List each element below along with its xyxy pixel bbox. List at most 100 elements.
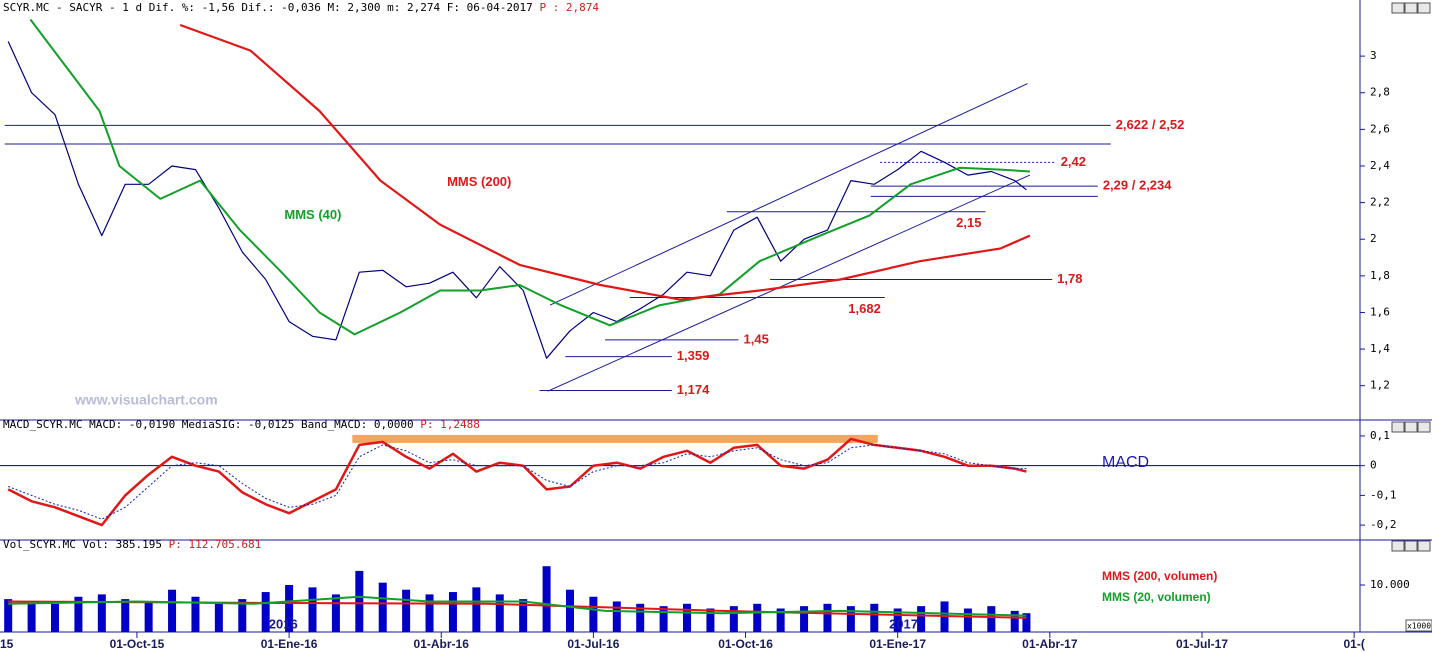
trend-line [547, 174, 1031, 392]
button-down[interactable] [1404, 540, 1418, 552]
volume-bar [191, 596, 200, 632]
volume-bar [729, 606, 738, 632]
level-label: 1,359 [677, 348, 710, 363]
volume-bar [238, 599, 247, 632]
volume-bar [870, 603, 879, 632]
volume-bar [636, 603, 645, 632]
level-label: 1,682 [848, 301, 881, 316]
panel-header: SCYR.MC - SACYR - 1 d Dif. %: -1,56 Dif.… [3, 1, 599, 14]
volume-bar [472, 587, 481, 632]
x-tick-label: 01-Jul-16 [567, 637, 619, 651]
volume-bar [823, 603, 832, 632]
volume-bar [917, 606, 926, 632]
window-buttons[interactable] [1391, 2, 1431, 552]
y-tick-label: 0 [1370, 459, 1377, 472]
y-tick-label: 10.000 [1370, 578, 1410, 591]
volume-bar [355, 570, 364, 632]
volume-bar [776, 608, 785, 632]
y-tick-label: 2,2 [1370, 196, 1390, 209]
volume-bar [800, 606, 809, 632]
level-label: 2,15 [956, 215, 981, 230]
y-tick-label: 1,6 [1370, 305, 1390, 318]
header-highlight: P : 2,874 [539, 1, 599, 14]
series-line [8, 444, 1027, 520]
series-line [179, 23, 1031, 301]
unit-label: x1000 [1407, 622, 1431, 631]
volume-bar [4, 599, 13, 632]
volume-bar [425, 594, 434, 632]
volume-bar [285, 585, 294, 632]
x-tick-label: 01-Ene-17 [869, 637, 926, 651]
x-tick-label: 01-Abr-16 [414, 637, 470, 651]
volume-bar [144, 601, 153, 632]
panel-header: MACD_SCYR.MC MACD: -0,0190 MediaSIG: -0,… [3, 418, 480, 431]
button-up[interactable] [1391, 2, 1405, 14]
header-highlight: P: 112.705.681 [169, 538, 262, 551]
level-label: 2,29 / 2,234 [1103, 178, 1172, 193]
y-tick-label: 2,4 [1370, 159, 1390, 172]
volume-bar [51, 603, 60, 632]
volume-bar [1010, 610, 1019, 632]
watermark: www.visualchart.com [74, 392, 218, 408]
panel-label: MACD [1102, 454, 1149, 471]
x-tick-label: 01-Jul-17 [1176, 637, 1228, 651]
header-text: MACD_SCYR.MC MACD: -0,0190 MediaSIG: -0,… [3, 418, 414, 431]
button-close[interactable] [1417, 540, 1431, 552]
volume-bar [402, 589, 411, 632]
volume-bar [612, 601, 621, 632]
volume-bar [846, 606, 855, 632]
volume-bar [589, 596, 598, 632]
y-tick-label: 0,1 [1370, 429, 1390, 442]
volume-bar [495, 594, 504, 632]
x-tick-label: 15 [0, 637, 14, 651]
x-tick-label: 01-Ene-16 [261, 637, 318, 651]
year-label: 2016 [269, 616, 298, 631]
y-tick-label: 1,4 [1370, 342, 1390, 355]
series-label: MMS (200) [447, 174, 511, 189]
button-close[interactable] [1417, 421, 1431, 433]
volume-bar [331, 594, 340, 632]
series-line [7, 41, 1027, 359]
button-down[interactable] [1404, 2, 1418, 14]
header-text: Vol_SCYR.MC Vol: 385.195 [3, 538, 162, 551]
button-up[interactable] [1391, 540, 1405, 552]
y-tick-label: 2,8 [1370, 86, 1390, 99]
volume-bar [659, 606, 668, 632]
level-label: 1,174 [677, 382, 710, 397]
unit-box [1405, 619, 1432, 632]
volume-bar [27, 601, 36, 632]
y-tick-label: 2 [1370, 232, 1377, 245]
volume-bar [706, 608, 715, 632]
panel-header: Vol_SCYR.MC Vol: 385.195 P: 112.705.681 [3, 538, 261, 551]
level-label: 2,42 [1061, 154, 1086, 169]
volume-bar [683, 603, 692, 632]
series-line [29, 18, 1030, 336]
y-tick-label: -0,2 [1370, 518, 1397, 531]
y-tick-label: 3 [1370, 49, 1377, 62]
y-tick-label: 1,2 [1370, 379, 1390, 392]
macd-band [352, 434, 878, 443]
volume-bar [378, 582, 387, 632]
volume-bar [308, 587, 317, 632]
volume-bar [97, 594, 106, 632]
button-down[interactable] [1404, 421, 1418, 433]
series-label: MMS (40) [284, 207, 341, 222]
volume-bar [987, 606, 996, 632]
x-tick-label: 01-Abr-17 [1022, 637, 1078, 651]
header-text: SCYR.MC - SACYR - 1 d Dif. %: -1,56 Dif.… [3, 1, 533, 14]
y-tick-label: -0,1 [1370, 488, 1397, 501]
y-tick-label: 2,6 [1370, 122, 1390, 135]
button-close[interactable] [1417, 2, 1431, 14]
button-up[interactable] [1391, 421, 1405, 433]
header-highlight: P: 1,2488 [420, 418, 480, 431]
x-tick-label: 01-Oct-15 [110, 637, 165, 651]
volume-bar [893, 608, 902, 632]
level-label: 1,78 [1057, 271, 1082, 286]
volume-bar [74, 596, 83, 632]
volume-bar [519, 599, 528, 632]
level-label: 2,622 / 2,52 [1116, 117, 1185, 132]
year-label: 2017 [889, 616, 918, 631]
volume-bar [542, 566, 551, 632]
series-line [8, 595, 1027, 617]
